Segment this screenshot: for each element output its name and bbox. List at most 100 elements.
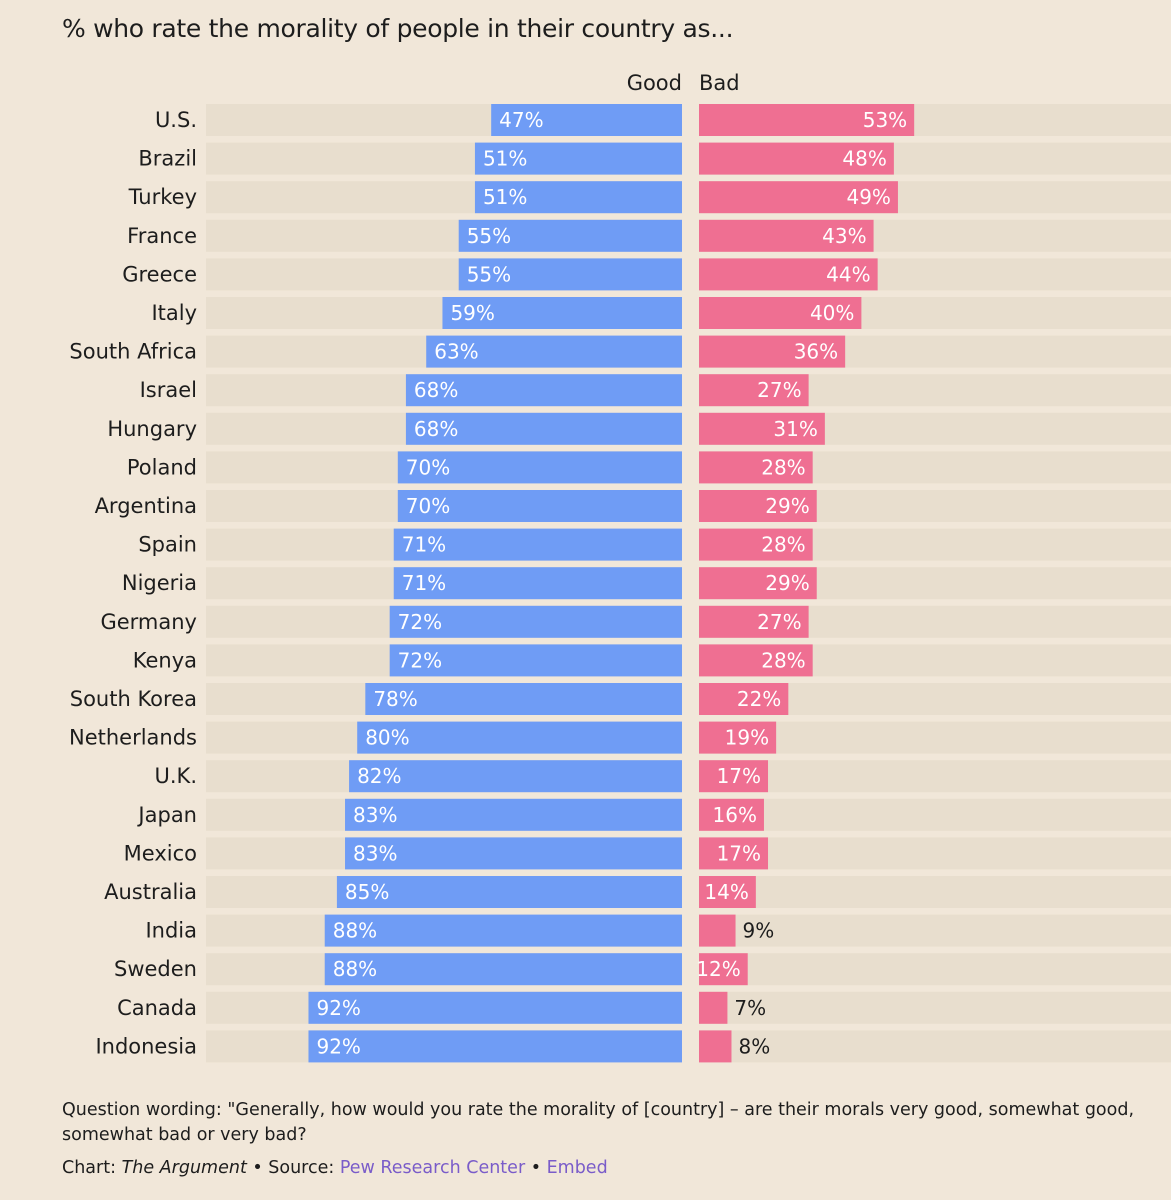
category-label: U.K.	[155, 764, 198, 788]
good-value-label: 68%	[414, 417, 458, 441]
good-bar	[365, 683, 682, 715]
bad-bar	[699, 953, 748, 986]
good-value-label: 88%	[333, 957, 377, 981]
bad-bar	[699, 451, 813, 484]
chart-rows: U.S. 47% 53% Brazil 51% 48% Turkey 51% 49% France…	[69, 104, 1171, 1063]
bad-bar	[699, 374, 809, 407]
bad-value-label: 28%	[761, 533, 805, 557]
legend-good: Good	[627, 71, 682, 95]
bad-value-label: 17%	[717, 764, 761, 788]
credit-line: Chart: The Argument • Source: Pew Resear…	[62, 1156, 1152, 1181]
bad-bar	[699, 760, 769, 793]
good-bar	[426, 335, 682, 368]
category-label: Poland	[127, 455, 197, 479]
bad-track	[699, 1030, 1171, 1063]
chart-prefix: Chart:	[62, 1158, 122, 1178]
bad-bar	[699, 490, 817, 522]
bad-bar	[699, 721, 777, 754]
good-bar	[324, 914, 682, 947]
bad-track	[699, 760, 1171, 793]
good-bar	[397, 451, 682, 484]
bad-bar	[699, 412, 825, 445]
bad-value-label: 48%	[842, 147, 886, 171]
bad-bar	[699, 258, 878, 291]
good-value-label: 83%	[353, 803, 397, 827]
category-label: Israel	[140, 378, 197, 402]
category-label: Nigeria	[122, 571, 197, 595]
good-value-label: 71%	[402, 571, 446, 595]
category-label: South Korea	[70, 687, 197, 711]
good-value-label: 68%	[414, 378, 458, 402]
bad-bar	[699, 798, 764, 831]
good-bar	[442, 297, 682, 329]
category-label: Greece	[122, 262, 197, 286]
bad-value-label: 36%	[794, 340, 838, 364]
bad-value-label: 9%	[743, 919, 775, 943]
good-bar	[336, 876, 682, 908]
embed-link[interactable]: Embed	[546, 1158, 608, 1178]
good-value-label: 82%	[357, 764, 401, 788]
good-bar	[345, 837, 682, 870]
bad-bar	[699, 683, 789, 715]
bad-bar	[699, 142, 894, 175]
bad-bar	[699, 181, 898, 214]
good-bar	[345, 798, 682, 831]
good-bar	[349, 760, 682, 793]
good-bar	[474, 142, 682, 175]
bad-bar	[699, 991, 728, 1024]
bad-value-label: 12%	[696, 957, 740, 981]
bad-track	[699, 721, 1171, 754]
bad-track	[699, 837, 1171, 870]
good-value-label: 47%	[499, 108, 543, 132]
category-label: Brazil	[138, 147, 197, 171]
bad-value-label: 44%	[826, 262, 870, 286]
bad-value-label: 27%	[757, 610, 801, 634]
category-label: Hungary	[107, 417, 197, 441]
good-value-label: 55%	[467, 224, 511, 248]
bad-bar	[699, 104, 915, 136]
good-bar	[324, 953, 682, 986]
chart-title: % who rate the morality of people in the…	[62, 14, 734, 43]
good-bar	[389, 644, 682, 677]
source-sep: • Source:	[246, 1158, 340, 1178]
source-link[interactable]: Pew Research Center	[339, 1158, 526, 1178]
category-label: Indonesia	[95, 1034, 197, 1058]
category-label: Turkey	[128, 185, 197, 209]
bad-value-label: 19%	[725, 726, 769, 750]
category-label: Australia	[104, 880, 197, 904]
bad-bar	[699, 567, 817, 600]
category-label: Argentina	[95, 494, 197, 518]
category-label: Mexico	[124, 841, 197, 865]
bad-track	[699, 991, 1171, 1024]
good-value-label: 72%	[398, 610, 442, 634]
bad-value-label: 49%	[846, 185, 890, 209]
good-value-label: 80%	[365, 726, 409, 750]
category-label: France	[127, 224, 197, 248]
bad-value-label: 29%	[765, 494, 809, 518]
category-label: Japan	[136, 803, 197, 827]
category-label: Spain	[138, 533, 197, 557]
good-value-label: 83%	[353, 841, 397, 865]
bad-value-label: 17%	[717, 841, 761, 865]
good-bar	[393, 528, 682, 561]
good-value-label: 92%	[316, 1034, 360, 1058]
good-value-label: 59%	[450, 301, 494, 325]
good-bar	[405, 374, 682, 407]
diverging-bar-chart: Good Bad U.S. 47% 53% Brazil 51% 48% Turkey 51%…	[69, 71, 1171, 1063]
good-bar	[308, 1030, 682, 1063]
category-label: Canada	[117, 996, 197, 1020]
good-bar	[474, 181, 682, 214]
category-label: Italy	[151, 301, 197, 325]
good-value-label: 72%	[398, 648, 442, 672]
good-value-label: 51%	[483, 147, 527, 171]
good-bar	[458, 219, 682, 252]
good-value-label: 63%	[434, 340, 478, 364]
bad-value-label: 16%	[713, 803, 757, 827]
question-wording: Question wording: "Generally, how would …	[62, 1100, 1135, 1145]
category-label: India	[145, 919, 197, 943]
good-bar	[405, 412, 682, 445]
bad-bar	[699, 605, 809, 638]
good-value-label: 70%	[406, 494, 450, 518]
bad-track	[699, 876, 1171, 908]
good-bar	[389, 605, 682, 638]
